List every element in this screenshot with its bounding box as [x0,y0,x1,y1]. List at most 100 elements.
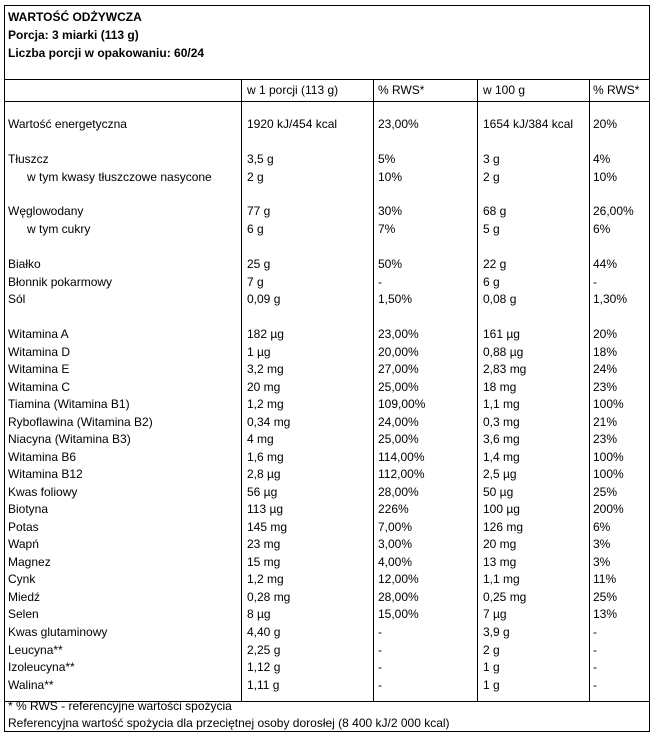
servings-count: Liczba porcji w opakowaniu: 60/24 [8,46,205,60]
value-per-100g: 0,08 g [483,292,517,306]
nutrient-name: Witamina C [8,380,71,394]
value-per-100g: 18 mg [483,380,517,394]
value-per-100g: 1 g [483,660,500,674]
nutrient-name: Witamina A [8,327,69,341]
rws-per-100g: - [593,660,597,674]
value-per-serving: 1 µg [247,345,271,359]
rws-per-100g: 20% [593,327,618,341]
value-per-100g: 126 mg [483,520,524,534]
header-rws-100g: % RWS* [593,83,640,97]
rws-per-100g: 24% [593,362,618,376]
rws-per-100g: 13% [593,607,618,621]
value-per-serving: 0,34 mg [247,415,291,429]
rws-per-100g: 1,30% [593,292,628,306]
column-divider [589,79,590,701]
value-per-serving: 56 µg [247,485,278,499]
rws-per-serving: 109,00% [378,397,426,411]
rws-per-100g: 3% [593,537,611,551]
value-per-serving: 1,2 mg [247,397,284,411]
rws-per-100g: 18% [593,345,618,359]
value-per-100g: 2 g [483,643,500,657]
rws-per-serving: 7% [378,222,396,236]
value-per-serving: 3,5 g [247,152,274,166]
value-per-serving: 1,12 g [247,660,281,674]
rws-per-serving: 27,00% [378,362,419,376]
rws-per-serving: 50% [378,257,403,271]
rws-per-100g: 21% [593,415,618,429]
rws-per-100g: - [593,625,597,639]
value-per-100g: 6 g [483,275,500,289]
rws-per-serving: 25,00% [378,380,419,394]
column-divider [241,79,242,701]
rws-per-serving: 15,00% [378,607,419,621]
value-per-serving: 1,11 g [247,678,280,692]
table-rule [5,701,649,702]
value-per-100g: 0,25 mg [483,590,527,604]
nutrient-name: Izoleucyna** [8,660,75,674]
value-per-100g: 20 mg [483,537,517,551]
value-per-serving: 4,40 g [247,625,281,639]
rws-per-100g: 25% [593,485,618,499]
nutrient-name: Kwas glutaminowy [8,625,108,639]
value-per-serving: 145 mg [247,520,288,534]
rws-per-serving: 1,50% [378,292,413,306]
rws-per-serving: - [378,275,382,289]
rws-per-100g: - [593,678,597,692]
value-per-serving: 25 g [247,257,271,271]
rws-per-serving: - [378,678,382,692]
value-per-100g: 2,5 µg [483,467,517,481]
value-per-100g: 1 g [483,678,500,692]
nutrient-name: w tym kwasy tłuszczowe nasycone [27,170,212,184]
nutrition-table: WARTOŚĆ ODŻYWCZA Porcja: 3 miarki (113 g… [4,5,650,732]
rws-per-serving: 112,00% [378,467,425,481]
header-per-serving: w 1 porcji (113 g) [247,83,339,97]
rws-per-serving: - [378,625,382,639]
rws-per-100g: 26,00% [593,204,634,218]
rws-per-serving: - [378,643,382,657]
value-per-100g: 100 µg [483,502,520,516]
rws-per-100g: 20% [593,117,618,131]
nutrient-name: Cynk [8,572,36,586]
value-per-serving: 20 mg [247,380,281,394]
rws-per-serving: - [378,660,382,674]
rws-per-100g: 6% [593,222,611,236]
value-per-100g: 7 µg [483,607,507,621]
rws-per-100g: - [593,275,597,289]
value-per-100g: 2 g [483,170,500,184]
nutrient-name: Tiamina (Witamina B1) [8,397,130,411]
nutrient-name: Błonnik pokarmowy [8,275,113,289]
rws-per-100g: 100% [593,397,624,411]
nutrient-name: Biotyna [8,502,49,516]
table-rule [5,101,649,102]
nutrient-name: Leucyna** [8,643,63,657]
rws-per-serving: 5% [378,152,396,166]
nutrient-name: Witamina E [8,362,70,376]
rws-per-100g: - [593,643,597,657]
rws-per-100g: 44% [593,257,618,271]
nutrient-name: Witamina B6 [8,450,77,464]
rws-per-100g: 10% [593,170,618,184]
value-per-serving: 0,09 g [247,292,281,306]
rws-per-serving: 4,00% [378,555,413,569]
value-per-100g: 1,1 mg [483,572,520,586]
rws-per-100g: 23% [593,432,618,446]
nutrient-name: Białko [8,257,41,271]
footnote-rws: * % RWS - referencyjne wartości spożycia [8,699,232,713]
rws-per-100g: 3% [593,555,611,569]
value-per-100g: 5 g [483,222,500,236]
rws-per-serving: 226% [378,502,409,516]
rws-per-serving: 114,00% [378,450,425,464]
value-per-100g: 50 µg [483,485,514,499]
rws-per-100g: 11% [593,572,617,586]
column-divider [477,79,478,701]
rws-per-serving: 25,00% [378,432,419,446]
value-per-serving: 4 mg [247,432,274,446]
value-per-serving: 2 g [247,170,264,184]
nutrient-name: w tym cukry [27,222,91,236]
value-per-100g: 0,88 µg [483,345,524,359]
value-per-serving: 182 µg [247,327,284,341]
value-per-100g: 1,4 mg [483,450,520,464]
value-per-100g: 68 g [483,204,507,218]
value-per-100g: 22 g [483,257,507,271]
header-per-100g: w 100 g [483,83,526,97]
